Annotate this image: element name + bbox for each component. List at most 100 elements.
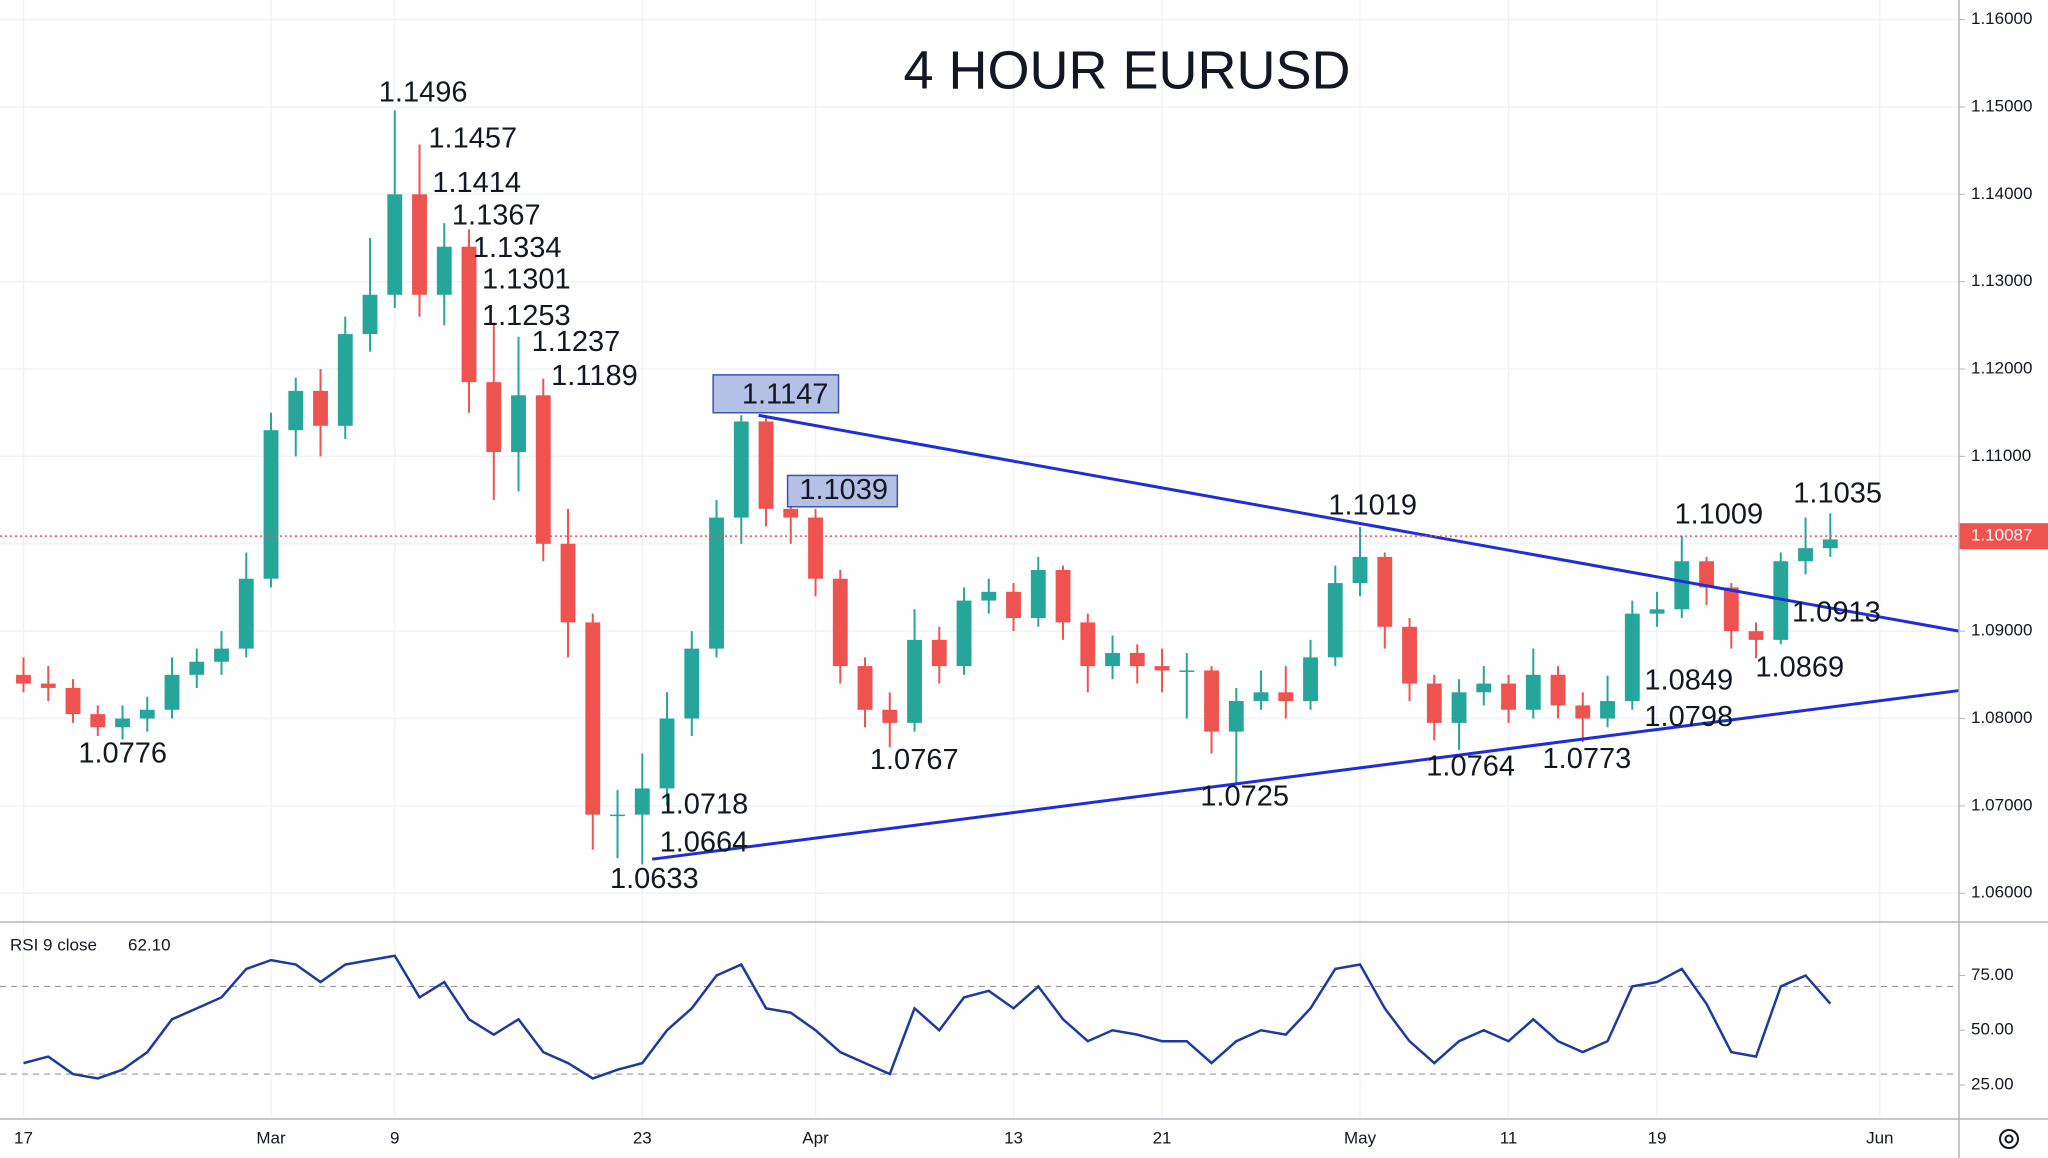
x-tick-label: 17 (14, 1128, 33, 1147)
price-annotation: 1.0767 (870, 744, 959, 776)
candle-body (1600, 701, 1615, 719)
x-tick-label: 9 (390, 1128, 399, 1147)
candle-body (1426, 683, 1442, 723)
price-annotation: 1.0725 (1200, 781, 1289, 813)
candle-body (238, 578, 254, 649)
y-tick-label: 1.06000 (1971, 883, 2032, 902)
y-tick-label: 1.13000 (1971, 271, 2032, 290)
candle-body (511, 395, 526, 453)
price-annotation: 1.0664 (660, 826, 749, 858)
price-annotation: 1.0718 (660, 789, 749, 821)
price-annotation: 1.0764 (1426, 751, 1515, 783)
candle-body (1674, 561, 1690, 610)
candle-body (1228, 701, 1244, 732)
y-tick-label: 1.16000 (1971, 9, 2032, 28)
candle-body (733, 421, 749, 518)
x-tick-label: Apr (802, 1128, 829, 1147)
price-annotation: 1.1253 (482, 300, 571, 332)
candle-body (387, 194, 403, 295)
price-annotation: 1.1334 (473, 232, 562, 264)
price-annotation: 1.0869 (1755, 651, 1844, 683)
y-tick-label: 1.07000 (1971, 795, 2032, 814)
candle-body (709, 517, 724, 649)
rsi-name: RSI 9 close (10, 935, 97, 954)
candle-body (16, 674, 31, 684)
candle-body (1055, 569, 1071, 623)
x-tick-label: 13 (1004, 1128, 1023, 1147)
price-annotation: 1.1039 (799, 474, 888, 506)
candle-body (1179, 670, 1195, 672)
candle-body (1129, 652, 1145, 667)
y-tick-label: 1.15000 (1971, 96, 2032, 115)
candle-body (758, 421, 774, 509)
candle-body (1253, 692, 1269, 702)
trendline (651, 689, 1960, 861)
marks (0, 110, 1960, 1080)
y-tick-label: 50.00 (1971, 1020, 2014, 1039)
price-annotation: 1.0798 (1644, 701, 1733, 733)
candle-body (1278, 692, 1294, 702)
candle-body (486, 382, 502, 453)
candle-body (412, 194, 427, 295)
price-annotation: 1.0849 (1644, 664, 1733, 696)
candle-body (1352, 556, 1368, 584)
candle-body (1377, 556, 1393, 627)
x-tick-label: May (1344, 1128, 1377, 1147)
annotation-box (712, 374, 840, 414)
x-tick-label: Jun (1866, 1128, 1893, 1147)
candle-body (214, 648, 229, 662)
candle-body (1402, 626, 1417, 684)
candle-body (288, 390, 304, 431)
candle-body (1006, 591, 1021, 619)
y-tick-label: 25.00 (1971, 1075, 2014, 1094)
candle-body (337, 334, 353, 426)
y-tick-label: 1.14000 (1971, 184, 2032, 203)
price-annotation: 1.1367 (452, 199, 541, 231)
candle-body (832, 578, 848, 667)
last-price-label: 1.10087 (1971, 526, 2032, 545)
candle-body (1822, 539, 1838, 549)
x-tick-label: 11 (1500, 1128, 1518, 1147)
price-annotation: 1.1189 (551, 360, 638, 392)
price-annotation: 1.1147 (742, 378, 829, 410)
price-annotation: 1.1009 (1674, 499, 1763, 531)
price-annotation: 1.1496 (379, 77, 468, 109)
candle-body (436, 246, 452, 295)
price-annotation: 1.1237 (532, 326, 621, 358)
candle-body (560, 543, 576, 623)
candle-body (857, 666, 873, 710)
candle-body (313, 390, 328, 426)
price-annotation: 1.0773 (1543, 743, 1632, 775)
candle-body (907, 639, 922, 723)
candle-body (263, 430, 279, 579)
trendline (758, 413, 1960, 633)
candle-body (1204, 670, 1219, 732)
candle-body (65, 687, 81, 715)
candle-body (1030, 569, 1046, 619)
candle-body (882, 709, 898, 723)
candle-body (585, 622, 601, 815)
rsi-line (23, 954, 1832, 1080)
y-tick-label: 1.09000 (1971, 621, 2032, 640)
candle-body (1525, 674, 1541, 710)
candle-body (164, 674, 180, 710)
candle-body (1501, 683, 1516, 710)
rsi-last-value: 62.10 (128, 935, 171, 954)
price-annotation: 1.1035 (1793, 478, 1882, 510)
y-tick-label: 75.00 (1971, 965, 2014, 984)
y-tick-label: 1.12000 (1971, 359, 2032, 378)
candle-body (362, 294, 378, 335)
candle-body (189, 661, 205, 675)
settings-icon[interactable] (1999, 1129, 2019, 1149)
candle-body (981, 591, 997, 601)
candle-body (1327, 583, 1343, 658)
candle-body (139, 709, 155, 719)
price-annotation: 1.0913 (1792, 597, 1881, 629)
price-annotation: 1.0633 (610, 863, 699, 895)
candle-body (1154, 666, 1170, 671)
candle-body (40, 683, 56, 688)
candle-body (1699, 561, 1714, 588)
y-tick-label: 1.11000 (1971, 446, 2031, 465)
candle-body (956, 600, 972, 667)
